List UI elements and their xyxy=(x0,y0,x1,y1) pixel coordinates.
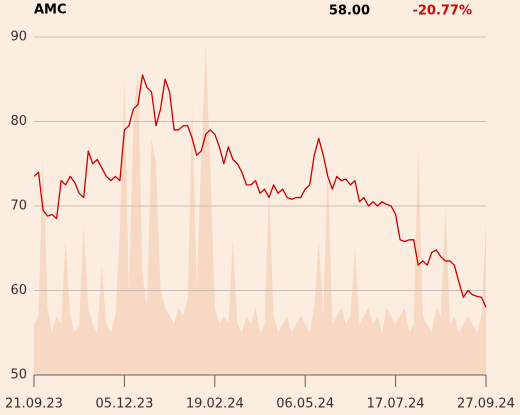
x-tick-label: 27.09.24 xyxy=(457,397,515,412)
y-tick-label: 60 xyxy=(10,283,27,298)
x-tick-label: 05.12.23 xyxy=(95,397,153,412)
x-tick-label: 19.02.24 xyxy=(186,397,244,412)
price-line xyxy=(33,74,487,308)
volume-area xyxy=(34,45,486,375)
x-tick-label: 17.07.24 xyxy=(367,397,425,412)
y-tick-label: 50 xyxy=(10,368,27,383)
price-change: -20.77% xyxy=(412,4,472,19)
ticker: AMC xyxy=(34,3,67,18)
last-price: 58.00 xyxy=(329,4,370,19)
y-tick-label: 90 xyxy=(10,30,27,45)
x-tick-label: 06.05.24 xyxy=(276,397,334,412)
x-tick-label: 21.09.23 xyxy=(5,397,63,412)
y-tick-label: 80 xyxy=(10,114,27,129)
y-tick-label: 70 xyxy=(10,199,27,214)
